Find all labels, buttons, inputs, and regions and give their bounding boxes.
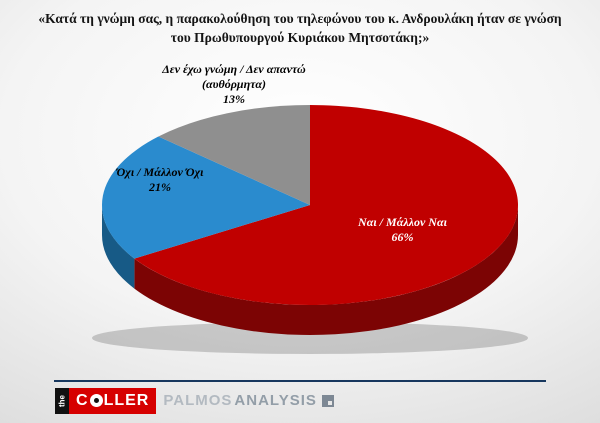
slice-label-no: Όχι / Μάλλον Όχι 21%	[95, 165, 225, 195]
thecaller-logo-name-start: C	[76, 391, 89, 409]
slice-label-yes: Ναι / Μάλλον Ναι 66%	[335, 215, 470, 245]
slice-label-no-pct: 21%	[149, 180, 171, 194]
slice-label-yes-text: Ναι / Μάλλον Ναι	[358, 215, 447, 229]
palmos-analysis-logo: PALMOS ANALYSIS	[163, 392, 334, 409]
thecaller-logo-the: the	[55, 387, 69, 414]
chart-title: «Κατά τη γνώμη σας, η παρακολούθηση του …	[38, 11, 562, 45]
vinyl-disc-icon	[89, 394, 103, 407]
palmos-logo-word: PALMOS	[163, 392, 233, 409]
slice-label-yes-pct: 66%	[391, 230, 414, 244]
thecaller-logo-name: C LLER	[69, 387, 157, 414]
pie-slice	[102, 136, 311, 259]
footer-logos: the C LLER PALMOS ANALYSIS	[55, 387, 334, 414]
pie-slice	[158, 105, 310, 205]
thecaller-logo: the C LLER	[55, 387, 157, 414]
slice-label-no-opinion-text: Δεν έχω γνώμη / Δεν απαντώ (αυθόρμητα)	[162, 62, 306, 91]
analysis-logo-word: ANALYSIS	[234, 392, 317, 409]
thecaller-logo-name-end: LLER	[103, 391, 150, 409]
palmos-square-icon	[321, 394, 334, 407]
pie-shadow	[92, 322, 528, 354]
slice-label-no-opinion: Δεν έχω γνώμη / Δεν απαντώ (αυθόρμητα) 1…	[150, 62, 318, 107]
slice-label-no-text: Όχι / Μάλλον Όχι	[116, 165, 204, 179]
footer-divider	[54, 380, 546, 382]
pie-slice	[134, 105, 519, 305]
slice-label-no-opinion-pct: 13%	[223, 92, 245, 106]
